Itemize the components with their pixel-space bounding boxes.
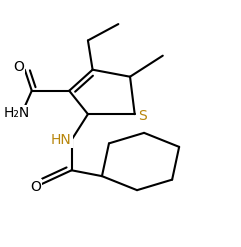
Text: H₂N: H₂N	[3, 106, 30, 120]
Text: S: S	[139, 109, 147, 124]
Text: O: O	[13, 60, 24, 74]
Text: HN: HN	[51, 133, 71, 147]
Text: O: O	[30, 180, 41, 194]
